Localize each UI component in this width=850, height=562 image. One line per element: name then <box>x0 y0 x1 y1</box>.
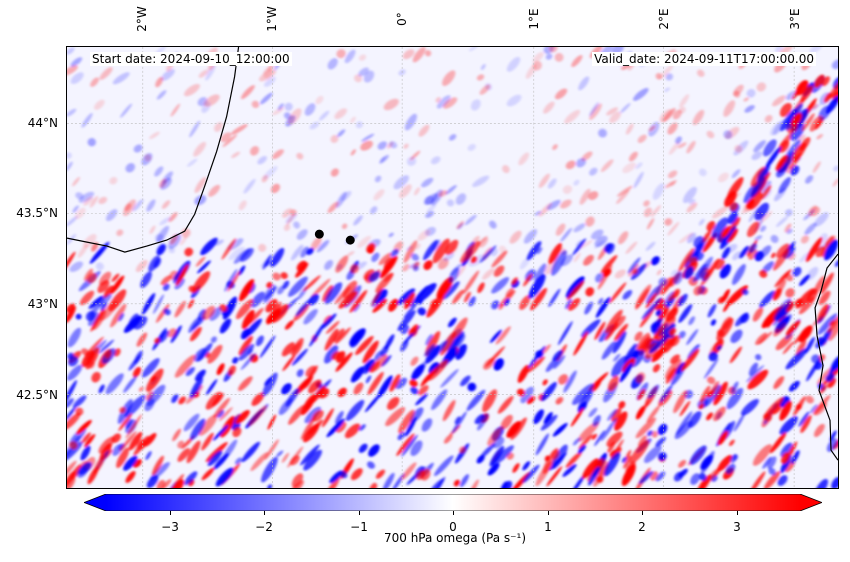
colorbar-tick-label: 1 <box>544 520 552 534</box>
colorbar-tick-label: 3 <box>733 520 741 534</box>
colorbar <box>84 494 822 511</box>
lon-tick-label: 2°E <box>657 8 671 30</box>
lon-tick-label: 0° <box>395 12 409 26</box>
coastline-west <box>67 47 240 253</box>
coastline-east <box>814 253 838 461</box>
colorbar-tick-label: −3 <box>161 520 179 534</box>
colorbar-extend-low <box>84 494 106 511</box>
lon-tick-label: 3°E <box>788 8 802 30</box>
colorbar-tick-label: 0 <box>449 520 457 534</box>
lat-tick-label: 43°N <box>27 297 58 311</box>
colorbar-gradient <box>106 494 800 511</box>
colorbar-extend-high <box>800 494 822 511</box>
lat-tick-label: 43.5°N <box>16 206 58 220</box>
lon-tick-label: 1°W <box>265 6 279 32</box>
lon-tick-label: 1°E <box>527 8 541 30</box>
map-panel <box>66 46 839 489</box>
colorbar-tick-label: −1 <box>350 520 368 534</box>
location-marker <box>345 235 355 245</box>
start-date-label: Start date: 2024-09-10_12:00:00 <box>90 52 292 66</box>
lon-tick-label: 2°W <box>135 6 149 32</box>
colorbar-tick-label: −2 <box>255 520 273 534</box>
location-marker <box>314 229 324 239</box>
omega-field <box>67 47 838 488</box>
colorbar-tick-label: 2 <box>638 520 646 534</box>
colorbar-label: 700 hPa omega (Pa s⁻¹) <box>383 531 526 545</box>
valid-date-label: Valid_date: 2024-09-11T17:00:00.00 <box>592 52 816 66</box>
lat-tick-label: 44°N <box>27 116 58 130</box>
lat-tick-label: 42.5°N <box>16 388 58 402</box>
